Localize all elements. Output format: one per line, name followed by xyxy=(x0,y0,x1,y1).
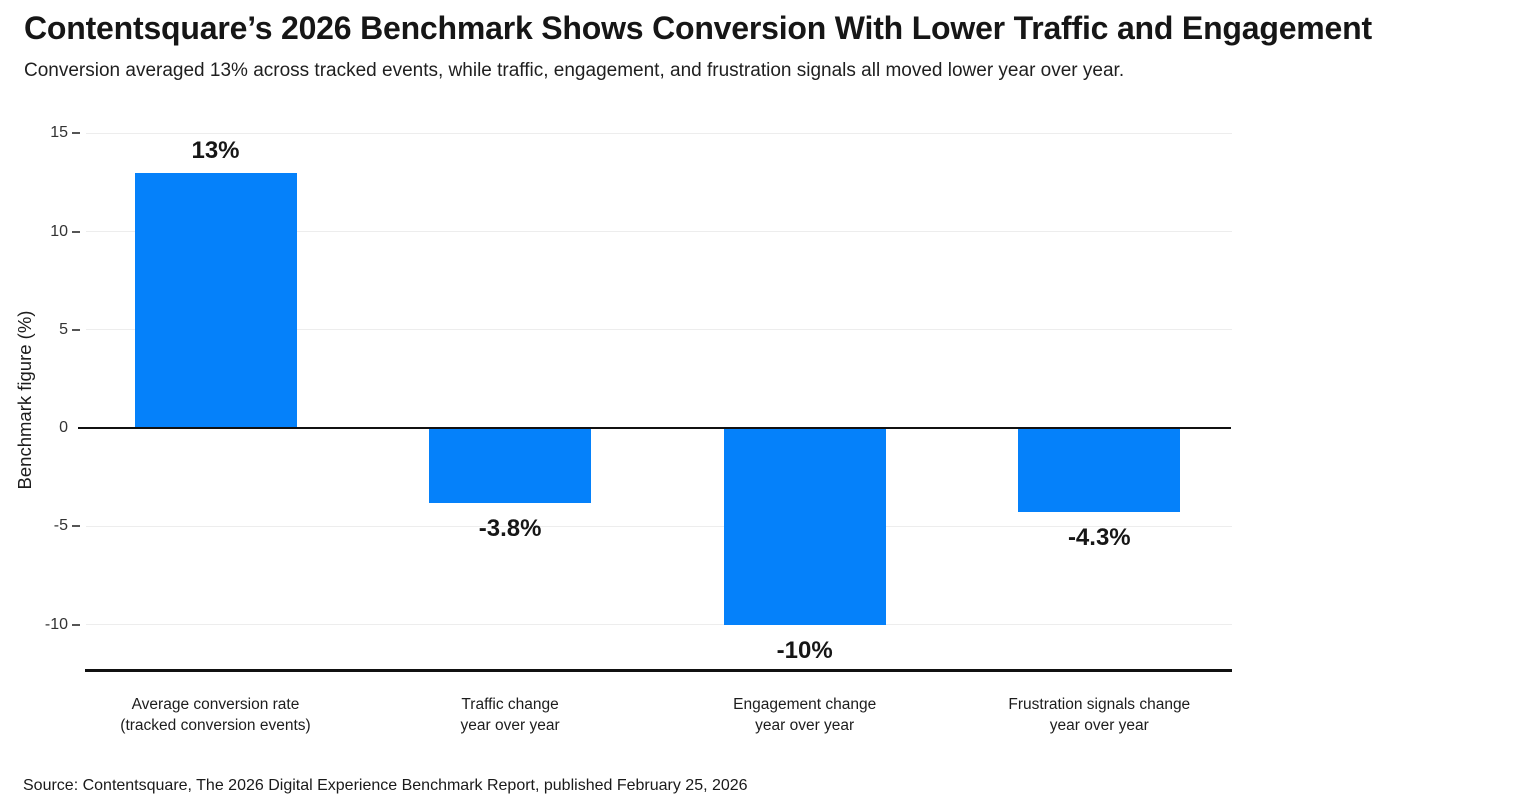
y-tick-label: 5 xyxy=(59,320,68,338)
y-tick-mark xyxy=(72,525,80,528)
x-category-label: Average conversion rate (tracked convers… xyxy=(120,696,311,734)
y-tick-label: 0 xyxy=(59,419,68,436)
source-note: Source: Contentsquare, The 2026 Digital … xyxy=(23,777,748,794)
y-tick-mark xyxy=(72,230,80,233)
bar xyxy=(1018,428,1181,513)
x-category-label: Engagement change year over year xyxy=(733,696,877,734)
x-category-label: Traffic change year over year xyxy=(460,696,560,734)
y-tick-label: 15 xyxy=(50,124,68,142)
gridline xyxy=(86,231,1232,232)
chart-subtitle: Conversion averaged 13% across tracked e… xyxy=(24,60,1125,81)
x-axis-line xyxy=(85,668,1232,672)
zero-baseline xyxy=(78,427,1231,429)
y-tick-label: -10 xyxy=(44,615,68,633)
bar xyxy=(134,172,297,428)
gridline xyxy=(86,624,1232,625)
gridline xyxy=(86,132,1232,134)
y-tick-label: 10 xyxy=(50,222,68,240)
chart-title: Contentsquare’s 2026 Benchmark Shows Con… xyxy=(24,10,1372,46)
y-tick-mark xyxy=(72,623,80,626)
bar xyxy=(723,428,886,625)
y-tick-label: -5 xyxy=(53,517,68,535)
gridline xyxy=(86,525,1232,527)
y-tick-mark xyxy=(72,328,80,331)
y-tick-mark xyxy=(72,132,80,135)
bar-value-label: -4.3% xyxy=(1067,524,1131,552)
bar-value-label: -3.8% xyxy=(478,514,542,542)
x-category-label: Frustration signals change year over yea… xyxy=(1008,696,1191,734)
bar-value-label: -10% xyxy=(776,636,833,664)
bar xyxy=(429,428,592,503)
bar-value-label: 13% xyxy=(191,136,240,164)
gridline xyxy=(86,329,1232,331)
